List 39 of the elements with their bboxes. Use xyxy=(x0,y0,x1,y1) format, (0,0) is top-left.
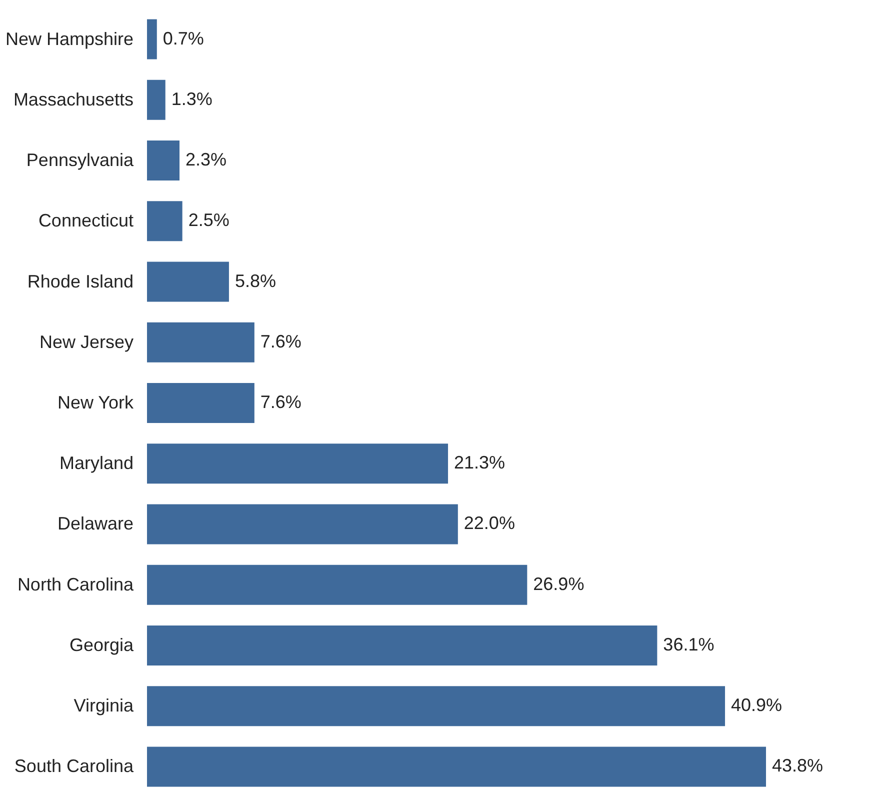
data-label: 21.3% xyxy=(454,452,506,473)
bar xyxy=(147,201,182,242)
data-label: 1.3% xyxy=(171,88,212,109)
bar xyxy=(147,504,458,544)
y-tick-label: Delaware xyxy=(57,514,134,534)
y-tick-label: Virginia xyxy=(74,696,134,716)
bar xyxy=(147,322,254,362)
y-tick-label: Maryland xyxy=(59,453,134,474)
y-tick-label: North Carolina xyxy=(17,574,134,594)
bar xyxy=(147,686,726,726)
data-label: 2.3% xyxy=(186,150,227,170)
bar xyxy=(147,80,166,120)
y-tick-label: New Jersey xyxy=(39,332,134,352)
bar xyxy=(147,19,157,60)
data-label: 26.9% xyxy=(533,574,584,594)
data-label: 2.5% xyxy=(188,210,230,230)
y-tick-label: Pennsylvania xyxy=(26,150,134,170)
bar xyxy=(147,444,448,484)
bar xyxy=(147,262,229,302)
bar xyxy=(147,140,180,181)
data-label: 43.8% xyxy=(772,756,824,776)
y-tick-label: New Hampshire xyxy=(5,28,134,49)
data-label: 0.7% xyxy=(162,28,204,48)
bar xyxy=(147,625,658,666)
y-tick-label: Massachusetts xyxy=(13,89,134,110)
bar xyxy=(147,746,766,787)
bar xyxy=(147,564,528,605)
data-label: 40.9% xyxy=(731,695,782,716)
data-label: 7.6% xyxy=(260,392,302,412)
bar xyxy=(147,383,254,423)
y-tick-label: South Carolina xyxy=(14,756,134,776)
y-tick-label: Georgia xyxy=(69,634,134,655)
y-tick-label: Connecticut xyxy=(38,210,134,231)
data-label: 36.1% xyxy=(663,634,714,654)
data-label: 7.6% xyxy=(260,331,302,352)
data-label: 5.8% xyxy=(234,270,276,291)
data-label: 22.0% xyxy=(464,513,515,534)
y-tick-label: New York xyxy=(57,392,134,412)
y-tick-label: Rhode Island xyxy=(27,271,134,292)
